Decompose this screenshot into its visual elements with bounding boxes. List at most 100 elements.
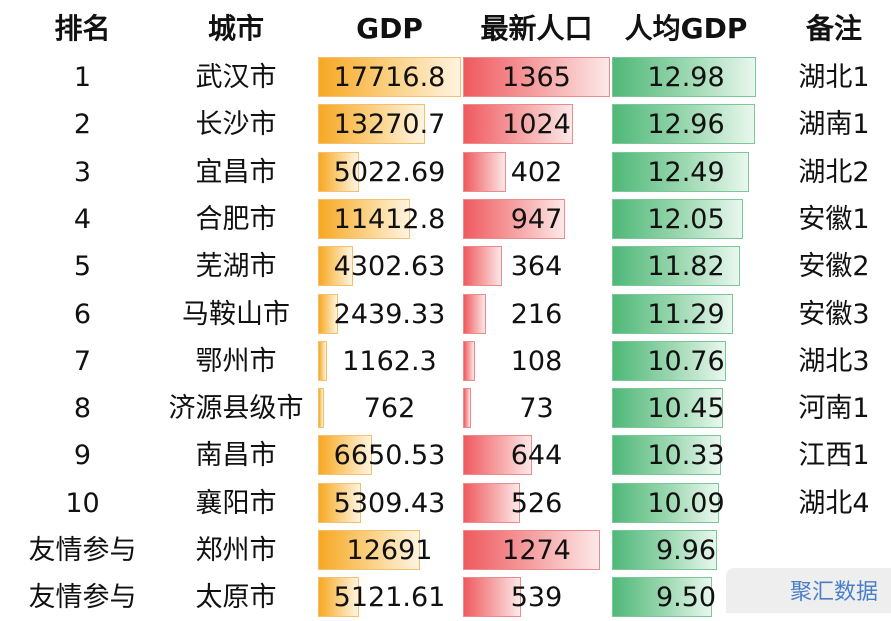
per-capita-cell: 12.96	[647, 109, 725, 141]
population-cell: 947	[510, 203, 563, 235]
gdp-cell: 2439.33	[333, 298, 446, 330]
header-note: 备注	[805, 12, 862, 45]
population-bar	[463, 388, 471, 429]
table-row: 5 芜湖市 4302.63 364 11.82 安徽2	[0, 243, 891, 290]
watermark-backdrop	[726, 568, 891, 613]
table-row: 友情参与 太原市 5121.61 539 9.50	[0, 574, 891, 621]
gdp-cell: 762	[363, 393, 416, 425]
gdp-cell: 5309.43	[333, 487, 446, 519]
rank-cell: 3	[73, 156, 92, 188]
population-bar	[463, 104, 574, 145]
gdp-bar	[318, 246, 353, 287]
population-cell: 402	[510, 156, 563, 188]
per-capita-bar	[612, 482, 719, 523]
per-capita-bar	[612, 151, 749, 192]
per-capita-bar	[612, 435, 722, 476]
per-capita-cell: 9.96	[655, 535, 717, 566]
population-bar	[463, 293, 487, 334]
population-cell: 644	[510, 440, 563, 472]
header-population: 最新人口	[480, 12, 593, 45]
population-cell: 73	[519, 393, 554, 425]
population-bar	[463, 530, 601, 570]
city-cell: 济源县级市	[168, 393, 304, 425]
per-capita-bar	[612, 340, 727, 381]
population-bar	[463, 482, 520, 523]
rank-cell: 10	[65, 487, 100, 519]
per-capita-bar	[612, 293, 733, 334]
table-row: 8 济源县级市 762 73 10.45 河南1	[0, 385, 891, 432]
gdp-cell: 5022.69	[333, 156, 446, 188]
gdp-cell: 1162.3	[342, 345, 437, 377]
city-cell: 宜昌市	[195, 156, 277, 188]
city-cell: 马鞍山市	[182, 298, 290, 330]
note-cell: 安徽1	[798, 203, 870, 235]
gdp-cell: 11412.8	[333, 203, 446, 235]
per-capita-bar	[612, 388, 723, 429]
per-capita-bar	[612, 104, 756, 145]
note-cell: 湖北1	[798, 62, 870, 93]
gdp-cell: 13270.7	[333, 109, 446, 141]
note-cell: 湖北2	[798, 156, 870, 188]
table-row: 9 南昌市 6650.53 644 10.33 江西1	[0, 432, 891, 479]
gdp-bar	[318, 482, 361, 523]
population-cell: 108	[510, 345, 563, 377]
population-bar	[463, 435, 533, 476]
population-bar	[463, 246, 503, 287]
city-cell: 长沙市	[195, 109, 277, 141]
gdp-cell: 17716.8	[333, 62, 446, 93]
table-row: 2 长沙市 13270.7 1024 12.96 湖南1	[0, 101, 891, 148]
population-cell: 1274	[502, 535, 571, 566]
population-cell: 1365	[502, 62, 571, 93]
population-cell: 526	[510, 487, 563, 519]
per-capita-bar	[612, 57, 756, 97]
city-cell: 武汉市	[195, 62, 277, 93]
gdp-bar	[318, 293, 338, 334]
rank-cell: 4	[73, 203, 92, 235]
city-cell: 郑州市	[195, 535, 277, 566]
gdp-cell: 5121.61	[333, 582, 446, 614]
note-cell	[786, 527, 882, 574]
city-cell: 南昌市	[195, 440, 277, 472]
note-cell: 湖北3	[798, 345, 870, 377]
per-capita-cell: 10.76	[647, 345, 725, 377]
gdp-cell: 6650.53	[333, 440, 446, 472]
population-cell: 364	[510, 251, 563, 283]
rank-cell: 6	[73, 298, 92, 330]
per-capita-bar	[612, 530, 718, 570]
gdp-bar	[318, 530, 421, 570]
population-bar	[463, 151, 507, 192]
rank-cell: 1	[73, 62, 92, 93]
note-cell: 湖南1	[798, 109, 870, 141]
per-capita-cell: 12.98	[647, 62, 725, 93]
city-cell: 合肥市	[195, 203, 277, 235]
population-cell: 539	[510, 582, 563, 614]
per-capita-cell: 10.33	[647, 440, 725, 472]
table-row: 4 合肥市 11412.8 947 12.05 安徽1	[0, 196, 891, 243]
note-cell: 江西1	[798, 440, 870, 472]
gdp-cell: 4302.63	[333, 251, 446, 283]
table-row: 10 襄阳市 5309.43 526 10.09 湖北4	[0, 480, 891, 527]
gdp-bar	[318, 198, 411, 239]
header-city: 城市	[207, 12, 264, 45]
header-per-capita: 人均GDP	[624, 12, 748, 45]
population-cell: 216	[510, 298, 563, 330]
per-capita-bar	[612, 246, 740, 287]
note-cell: 安徽3	[798, 298, 870, 330]
table-row: 7 鄂州市 1162.3 108 10.76 湖北3	[0, 338, 891, 385]
population-bar	[463, 57, 610, 97]
population-bar	[463, 340, 475, 381]
rank-cell: 友情参与	[28, 582, 137, 614]
city-cell: 芜湖市	[195, 251, 277, 283]
table-row: 1 武汉市 17716.8 1365 12.98 湖北1	[0, 54, 891, 101]
gdp-bar	[318, 435, 372, 476]
gdp-cell: 12691	[346, 535, 433, 566]
watermark-text: 聚汇数据	[790, 580, 879, 605]
per-capita-cell: 12.49	[647, 156, 725, 188]
rank-cell: 友情参与	[28, 535, 137, 566]
rank-cell: 7	[73, 345, 92, 377]
per-capita-cell: 10.45	[647, 393, 725, 425]
per-capita-cell: 9.50	[655, 582, 717, 614]
gdp-bar	[318, 388, 325, 429]
header-gdp: GDP	[356, 12, 423, 45]
table-row: 3 宜昌市 5022.69 402 12.49 湖北2	[0, 149, 891, 196]
